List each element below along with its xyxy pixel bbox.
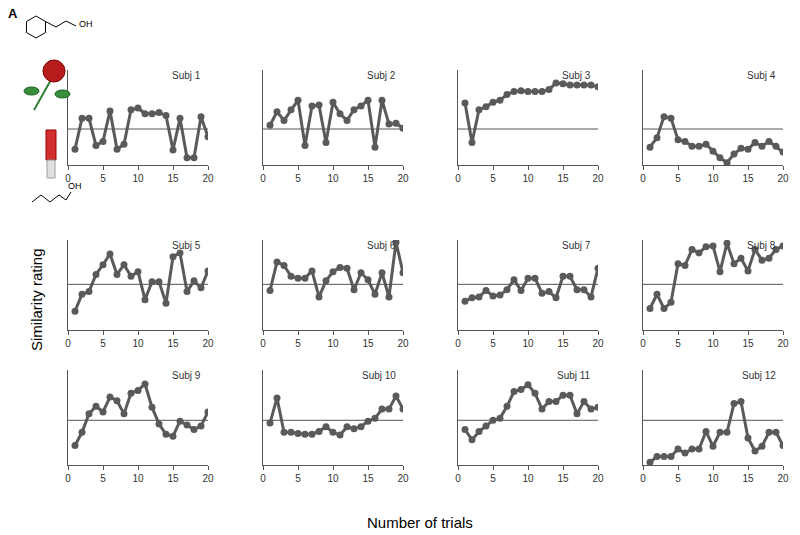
svg-text:15: 15 xyxy=(742,173,754,184)
svg-text:Subj 11: Subj 11 xyxy=(557,370,591,381)
svg-text:10: 10 xyxy=(522,473,534,484)
svg-text:A: A xyxy=(8,6,18,21)
svg-text:0: 0 xyxy=(640,173,646,184)
svg-text:10: 10 xyxy=(327,338,339,349)
svg-text:10: 10 xyxy=(132,338,144,349)
svg-text:0: 0 xyxy=(65,473,71,484)
svg-text:15: 15 xyxy=(742,473,754,484)
svg-text:0: 0 xyxy=(455,173,461,184)
svg-text:20: 20 xyxy=(777,473,789,484)
svg-text:15: 15 xyxy=(167,338,179,349)
svg-text:5: 5 xyxy=(675,338,681,349)
svg-text:20: 20 xyxy=(592,473,604,484)
svg-text:20: 20 xyxy=(397,338,409,349)
svg-text:10: 10 xyxy=(707,338,719,349)
svg-text:Subj 2: Subj 2 xyxy=(367,70,396,81)
svg-text:Subj 12: Subj 12 xyxy=(742,370,776,381)
svg-text:10: 10 xyxy=(707,173,719,184)
svg-text:Subj 10: Subj 10 xyxy=(362,370,396,381)
svg-text:15: 15 xyxy=(362,338,374,349)
svg-text:15: 15 xyxy=(557,473,569,484)
svg-text:20: 20 xyxy=(397,473,409,484)
svg-text:0: 0 xyxy=(455,338,461,349)
svg-text:0: 0 xyxy=(260,338,266,349)
svg-text:5: 5 xyxy=(675,173,681,184)
svg-text:10: 10 xyxy=(327,173,339,184)
svg-text:20: 20 xyxy=(592,338,604,349)
svg-text:0: 0 xyxy=(65,173,71,184)
svg-text:5: 5 xyxy=(100,473,106,484)
svg-text:0: 0 xyxy=(640,473,646,484)
svg-text:5: 5 xyxy=(100,338,106,349)
svg-text:15: 15 xyxy=(742,338,754,349)
svg-text:20: 20 xyxy=(592,173,604,184)
svg-text:Number of trials: Number of trials xyxy=(367,514,473,531)
svg-text:Subj 6: Subj 6 xyxy=(367,240,396,251)
svg-text:20: 20 xyxy=(202,173,214,184)
svg-text:5: 5 xyxy=(490,173,496,184)
svg-text:20: 20 xyxy=(202,338,214,349)
svg-text:15: 15 xyxy=(557,173,569,184)
svg-text:Subj 8: Subj 8 xyxy=(747,240,776,251)
svg-text:15: 15 xyxy=(167,173,179,184)
svg-text:5: 5 xyxy=(295,173,301,184)
svg-text:0: 0 xyxy=(65,338,71,349)
svg-text:5: 5 xyxy=(295,338,301,349)
svg-text:10: 10 xyxy=(327,473,339,484)
svg-text:5: 5 xyxy=(100,173,106,184)
svg-text:Subj 9: Subj 9 xyxy=(172,370,201,381)
svg-text:5: 5 xyxy=(490,338,496,349)
svg-text:0: 0 xyxy=(455,473,461,484)
svg-text:Subj 5: Subj 5 xyxy=(172,240,201,251)
svg-text:20: 20 xyxy=(777,338,789,349)
svg-text:5: 5 xyxy=(295,473,301,484)
svg-text:20: 20 xyxy=(202,473,214,484)
svg-text:15: 15 xyxy=(362,173,374,184)
svg-text:0: 0 xyxy=(640,338,646,349)
svg-text:10: 10 xyxy=(132,173,144,184)
svg-text:15: 15 xyxy=(362,473,374,484)
svg-text:5: 5 xyxy=(675,473,681,484)
svg-text:20: 20 xyxy=(397,173,409,184)
svg-text:10: 10 xyxy=(522,173,534,184)
svg-text:OH: OH xyxy=(68,181,82,191)
svg-text:Subj 3: Subj 3 xyxy=(562,70,591,81)
svg-text:Subj 1: Subj 1 xyxy=(172,70,201,81)
svg-text:0: 0 xyxy=(260,173,266,184)
svg-text:15: 15 xyxy=(557,338,569,349)
svg-text:Subj 4: Subj 4 xyxy=(747,70,776,81)
svg-text:OH: OH xyxy=(79,19,93,29)
svg-text:10: 10 xyxy=(707,473,719,484)
svg-text:Subj 7: Subj 7 xyxy=(562,240,591,251)
svg-text:10: 10 xyxy=(522,338,534,349)
svg-text:0: 0 xyxy=(260,473,266,484)
svg-text:Similarity rating: Similarity rating xyxy=(28,248,45,351)
svg-text:15: 15 xyxy=(167,473,179,484)
svg-text:20: 20 xyxy=(777,173,789,184)
svg-text:10: 10 xyxy=(132,473,144,484)
svg-text:5: 5 xyxy=(490,473,496,484)
